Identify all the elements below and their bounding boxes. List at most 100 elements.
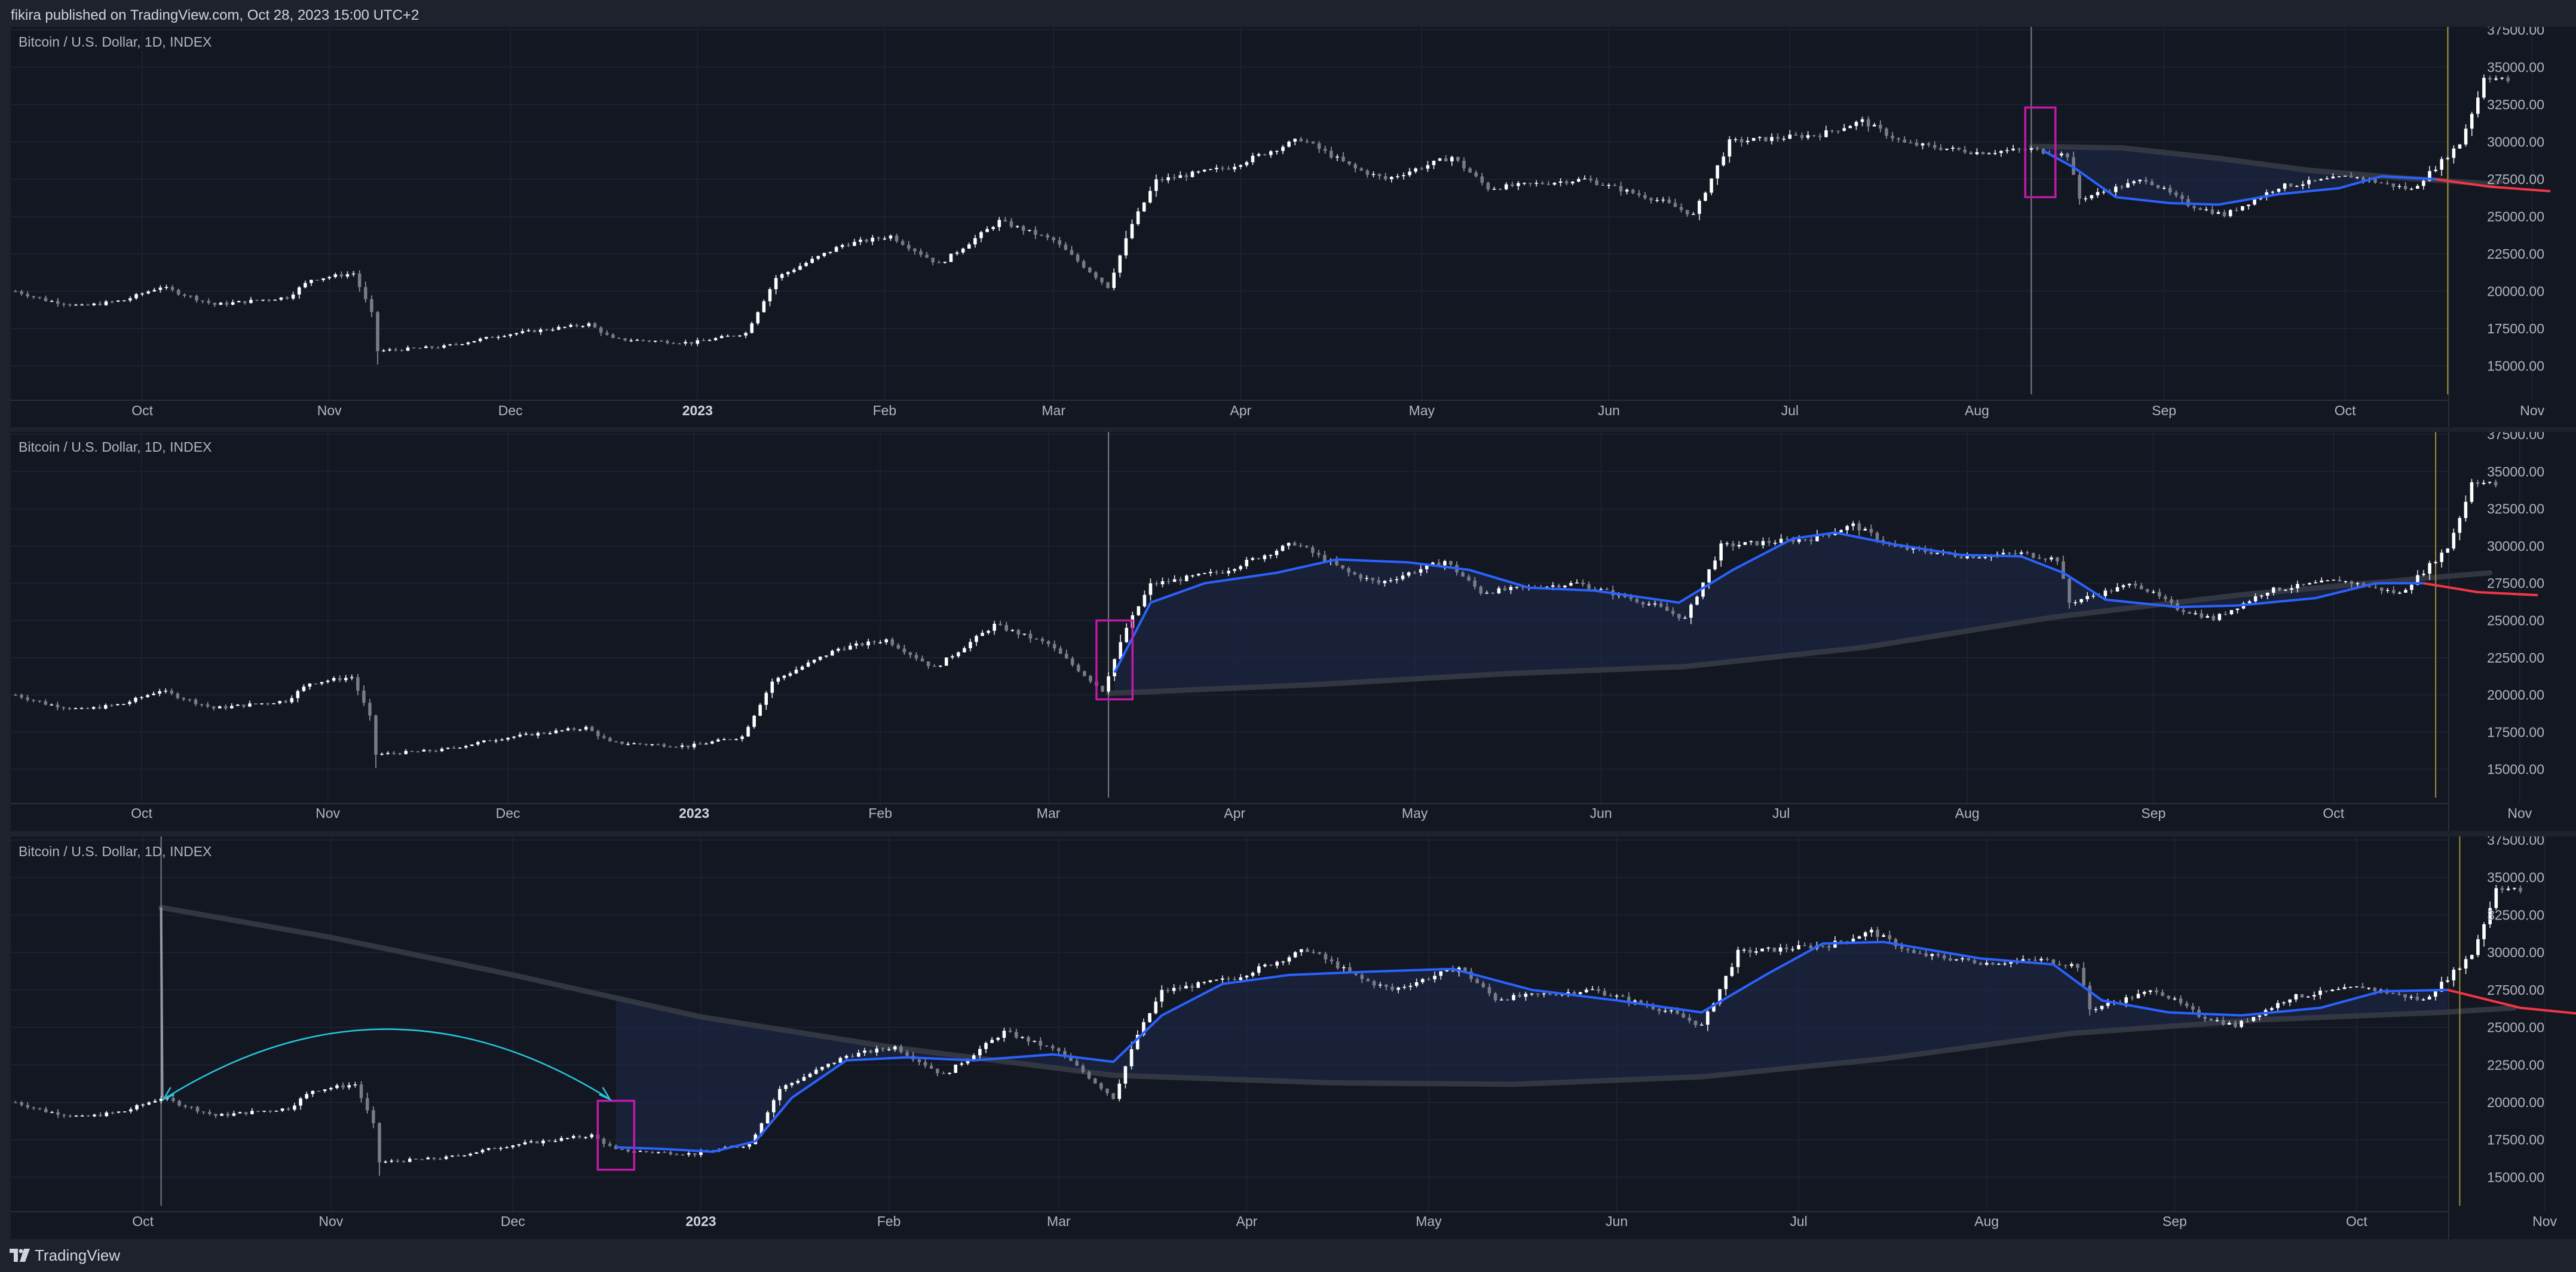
candle — [1437, 559, 1441, 566]
candle — [1906, 948, 1910, 954]
candle-body — [1437, 562, 1441, 566]
candle-body — [1040, 234, 1043, 236]
candle — [384, 1160, 387, 1163]
price-chart-3[interactable]: 37500.0035000.0032500.0030000.0027500.00… — [11, 836, 2576, 1239]
candle — [438, 1157, 442, 1160]
candle — [2115, 583, 2119, 592]
candle-body — [146, 695, 149, 697]
candle — [494, 738, 498, 743]
candle-body — [1444, 158, 1448, 162]
candle — [274, 1110, 278, 1112]
candle-body — [1184, 175, 1189, 177]
candle-body — [710, 741, 714, 744]
candle-body — [2003, 963, 2007, 965]
candle-body — [926, 661, 930, 666]
candle — [339, 271, 344, 279]
candle-body — [1619, 186, 1623, 192]
candle-body — [1106, 282, 1110, 288]
candle — [2331, 173, 2335, 179]
candle — [877, 236, 881, 241]
candle-body — [973, 238, 977, 245]
price-chart-2[interactable]: 37500.0035000.0032500.0030000.0027500.00… — [11, 432, 2576, 831]
candle-body — [1431, 562, 1435, 565]
price-tick-label: 15000.00 — [2487, 358, 2544, 374]
candle-body — [1629, 597, 1633, 599]
chart-panel-1[interactable]: 37500.00 35000.00 32500.00 30000.00 27500.00… — [11, 27, 2576, 427]
candle — [1202, 169, 1206, 173]
price-chart-1[interactable]: 37500.0035000.0032500.0030000.0027500.00… — [11, 27, 2576, 427]
candle-body — [236, 704, 240, 706]
candle-body — [1754, 951, 1758, 953]
candle — [141, 1103, 145, 1108]
candle — [2182, 607, 2185, 615]
candle — [523, 1139, 527, 1145]
candle — [2096, 188, 2100, 198]
candle-body — [978, 1049, 982, 1056]
candle — [261, 299, 265, 302]
price-tick-label: 22500.00 — [2487, 246, 2544, 262]
candle-body — [620, 741, 624, 744]
candle — [365, 1092, 369, 1114]
candle — [796, 1078, 800, 1084]
candle — [1359, 167, 1364, 171]
candle — [1577, 177, 1580, 183]
candle — [1342, 964, 1346, 972]
candle — [2415, 992, 2419, 1001]
candle — [535, 1141, 539, 1144]
candle-body — [1365, 578, 1369, 579]
candle — [872, 640, 876, 645]
candle-body — [653, 341, 657, 342]
candle-body — [1166, 581, 1171, 583]
candle — [2179, 995, 2183, 1006]
candle-body — [1365, 170, 1370, 175]
candle-body — [2032, 553, 2035, 558]
chart-panel-3[interactable]: 37500.00 35000.00 32500.00 30000.00 27500.00… — [11, 836, 2576, 1239]
candle — [2332, 579, 2336, 581]
candle-body — [2179, 998, 2183, 1004]
candle — [1739, 136, 1744, 147]
candle — [1275, 960, 1279, 968]
candle-body — [372, 1110, 375, 1123]
candle-body — [2422, 574, 2425, 575]
candle — [2094, 1007, 2098, 1013]
candle-body — [2009, 961, 2013, 964]
time-tick-label: Oct — [132, 1213, 154, 1229]
candle — [878, 640, 882, 644]
candle — [802, 1074, 806, 1081]
candle-body — [2482, 482, 2486, 485]
candle-body — [548, 733, 552, 734]
candle — [790, 1082, 794, 1088]
candle — [1603, 988, 1607, 997]
candle-body — [1408, 985, 1413, 987]
candle — [1504, 182, 1508, 191]
candle-body — [1396, 987, 1400, 990]
candle-body — [2198, 208, 2202, 210]
candle — [206, 701, 210, 709]
candle-body — [678, 343, 681, 345]
candle-body — [565, 1138, 569, 1139]
candle-body — [1909, 142, 1913, 144]
candle-body — [2416, 186, 2419, 189]
candle-body — [681, 1154, 685, 1156]
chart-panel-2[interactable]: 37500.00 35000.00 32500.00 30000.00 27500.00… — [11, 432, 2576, 831]
candle — [1794, 131, 1798, 136]
candle-body — [623, 338, 627, 341]
candle — [2307, 176, 2311, 189]
candle — [865, 238, 868, 243]
candle-body — [1676, 1010, 1679, 1014]
candle-body — [1227, 168, 1230, 170]
candle-body — [273, 299, 277, 301]
candle-body — [1548, 993, 1552, 995]
candle-body — [1906, 949, 1910, 951]
candle-body — [1281, 146, 1285, 151]
candle-body — [1772, 947, 1776, 952]
candle — [1318, 951, 1322, 955]
candle-body — [314, 683, 318, 685]
candle-body — [742, 1147, 745, 1148]
candle-body — [1135, 1035, 1140, 1050]
candle-body — [1731, 543, 1735, 547]
candle — [99, 1112, 102, 1117]
candle-body — [1509, 587, 1513, 590]
candle-body — [1148, 1013, 1151, 1022]
candle — [2452, 145, 2456, 164]
